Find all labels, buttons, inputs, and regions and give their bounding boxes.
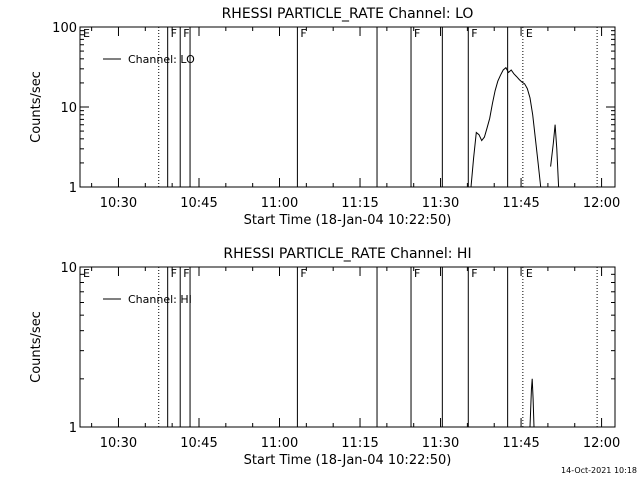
series-line-lo [470,66,542,188]
x-tick-label: 12:00 [583,436,620,451]
x-tick-label: 10:45 [180,196,217,211]
flag-label: F [183,27,189,40]
x-tick-label: 11:00 [261,436,298,451]
flag-label: F [171,267,177,280]
flag-label: F [414,27,420,40]
flag-label: F [414,267,420,280]
plot-frame-lo [79,26,616,188]
flag-label: F [471,267,477,280]
flag-label: F [183,267,189,280]
flag-label: E [526,267,533,280]
flag-label: E [83,267,90,280]
x-tick-label: 11:45 [502,436,539,451]
y-axis-label-hi: Counts/sec [29,311,44,383]
y-tick-label: 100 [52,21,77,36]
flag-label: E [83,27,90,40]
legend-label-lo: Channel: LO [128,53,195,66]
flag-label: E [526,27,533,40]
legend-label-hi: Channel: HI [128,293,192,306]
x-tick-label: 11:45 [502,196,539,211]
x-tick-label: 11:15 [341,196,378,211]
x-axis-label-hi: Start Time (18-Jan-04 10:22:50) [244,453,452,468]
x-tick-label: 10:30 [100,196,137,211]
flag-label: F [300,27,306,40]
chart-panel-lo: RHESSI PARTICLE_RATE Channel: LO 1 10 100 10… [29,6,620,228]
x-tick-label: 11:00 [261,196,298,211]
plot-frame-hi [79,266,616,428]
x-tick-label: 11:30 [422,196,459,211]
x-tick-label: 11:15 [341,436,378,451]
series-line-lo [550,124,560,188]
x-tick-label: 10:30 [100,436,137,451]
chart-panel-hi: RHESSI PARTICLE_RATE Channel: HI 1 10 10:30… [29,246,620,468]
y-tick-label: 1 [69,421,77,436]
flag-label: F [171,27,177,40]
x-tick-label: 10:45 [180,436,217,451]
flag-label: F [300,267,306,280]
series-line-hi [529,378,535,428]
chart-title-lo: RHESSI PARTICLE_RATE Channel: LO [222,6,474,22]
flag-label: F [471,27,477,40]
x-tick-label: 11:30 [422,436,459,451]
y-tick-label: 10 [60,261,77,276]
y-tick-label: 10 [60,101,77,116]
y-axis-label-lo: Counts/sec [29,71,44,143]
footer-timestamp: 14-Oct-2021 10:18 [561,466,637,475]
y-tick-label: 1 [69,181,77,196]
chart-title-hi: RHESSI PARTICLE_RATE Channel: HI [223,246,471,262]
x-axis-label-lo: Start Time (18-Jan-04 10:22:50) [244,213,452,228]
x-tick-label: 12:00 [583,196,620,211]
